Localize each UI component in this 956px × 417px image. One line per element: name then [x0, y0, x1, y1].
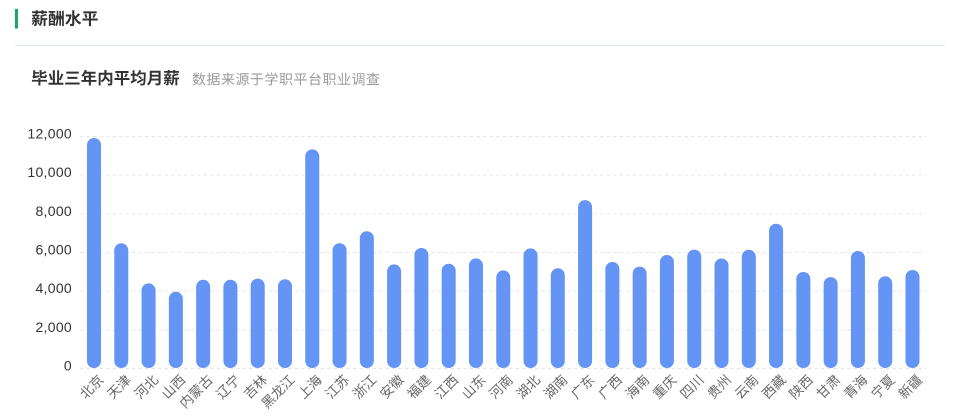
- svg-text:0: 0: [64, 358, 72, 374]
- svg-text:8,000: 8,000: [35, 203, 72, 219]
- svg-text:12,000: 12,000: [27, 126, 72, 142]
- svg-text:6,000: 6,000: [35, 242, 72, 258]
- svg-text:4,000: 4,000: [35, 280, 72, 296]
- svg-text:10,000: 10,000: [27, 164, 72, 180]
- svg-text:2,000: 2,000: [35, 319, 72, 335]
